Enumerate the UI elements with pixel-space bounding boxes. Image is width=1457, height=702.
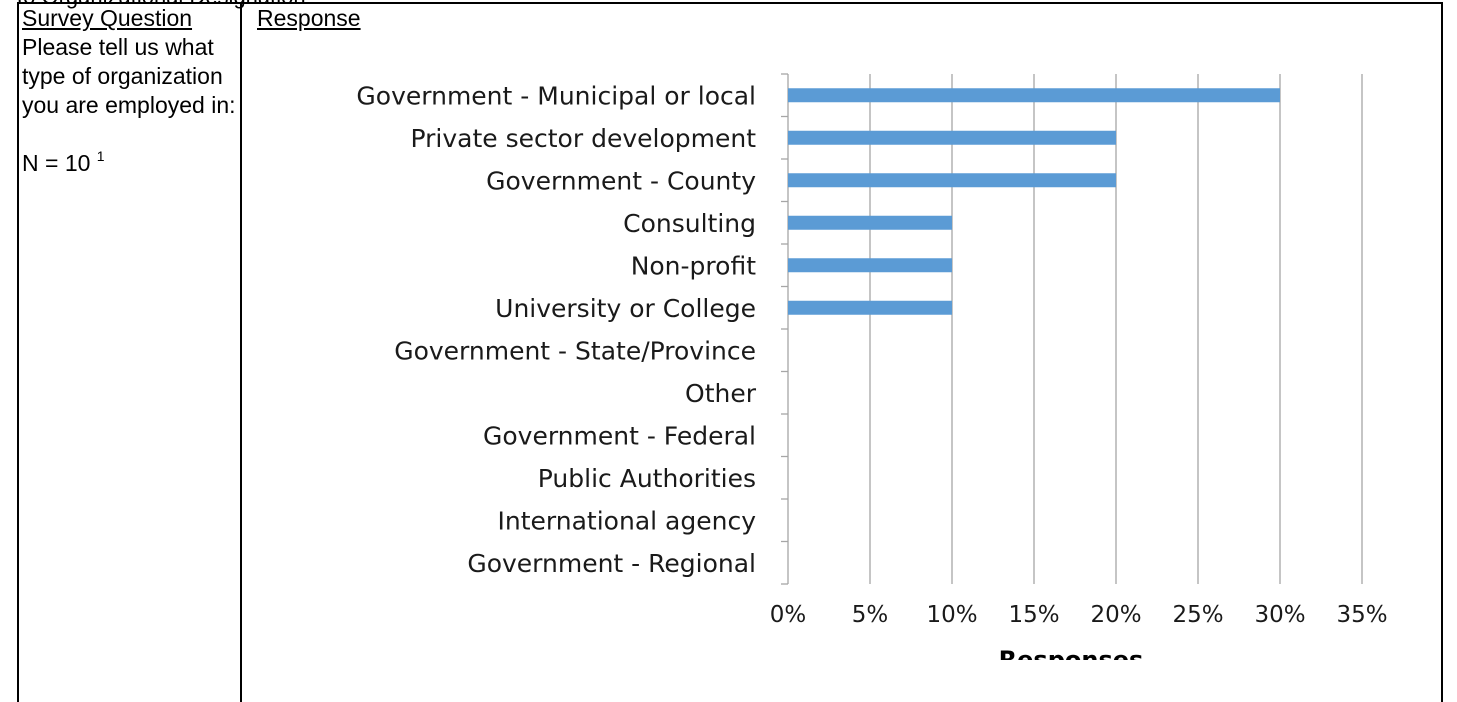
bar xyxy=(788,300,952,315)
footnote-marker: 1 xyxy=(96,148,105,164)
x-tick-label: 5% xyxy=(852,602,889,628)
x-tick-label: 35% xyxy=(1336,602,1387,628)
survey-question-heading: Survey Question xyxy=(22,5,193,31)
category-label: Consulting xyxy=(623,209,756,238)
x-axis-title: Responses xyxy=(999,646,1144,660)
bar xyxy=(788,258,952,273)
category-label: Government - Federal xyxy=(483,421,756,450)
survey-question-cell: Survey Question Please tell us what type… xyxy=(22,4,237,178)
category-label: International agency xyxy=(498,506,757,535)
column-divider xyxy=(240,2,242,702)
category-label: Government - State/Province xyxy=(394,336,756,365)
category-label: Government - Regional xyxy=(467,549,756,578)
bar xyxy=(788,215,952,230)
sample-size: N = 10 1 xyxy=(22,149,237,178)
category-label: University or College xyxy=(495,294,756,323)
sample-size-label: N = 10 xyxy=(22,150,91,176)
category-label: Other xyxy=(685,379,757,408)
category-label: Government - County xyxy=(486,166,756,195)
category-label: Non-profit xyxy=(631,251,757,280)
gridlines xyxy=(869,74,1363,584)
bars xyxy=(788,88,1280,315)
x-tick-label: 25% xyxy=(1172,602,1223,628)
survey-question-text: Please tell us what type of organization… xyxy=(22,34,236,118)
x-tick-labels: 0% 5% 10% 15% 20% 25% 30% 35% xyxy=(770,602,1388,628)
x-tick-label: 20% xyxy=(1090,602,1141,628)
x-tick-label: 15% xyxy=(1008,602,1059,628)
table-frame xyxy=(17,2,1443,702)
response-bar-chart: Government - Municipal or local Private s… xyxy=(356,73,1388,660)
x-tick-label: 30% xyxy=(1254,602,1305,628)
category-label: Government - Municipal or local xyxy=(356,81,756,110)
bar xyxy=(788,130,1116,145)
category-label: Private sector development xyxy=(411,124,757,153)
category-labels: Government - Municipal or local Private s… xyxy=(356,81,756,578)
category-label: Public Authorities xyxy=(538,464,756,493)
x-tick-label: 10% xyxy=(926,602,977,628)
bar xyxy=(788,173,1116,188)
response-heading: Response xyxy=(257,5,361,31)
x-tick-label: 0% xyxy=(770,602,807,628)
bar xyxy=(788,88,1280,103)
y-axis xyxy=(781,73,789,585)
